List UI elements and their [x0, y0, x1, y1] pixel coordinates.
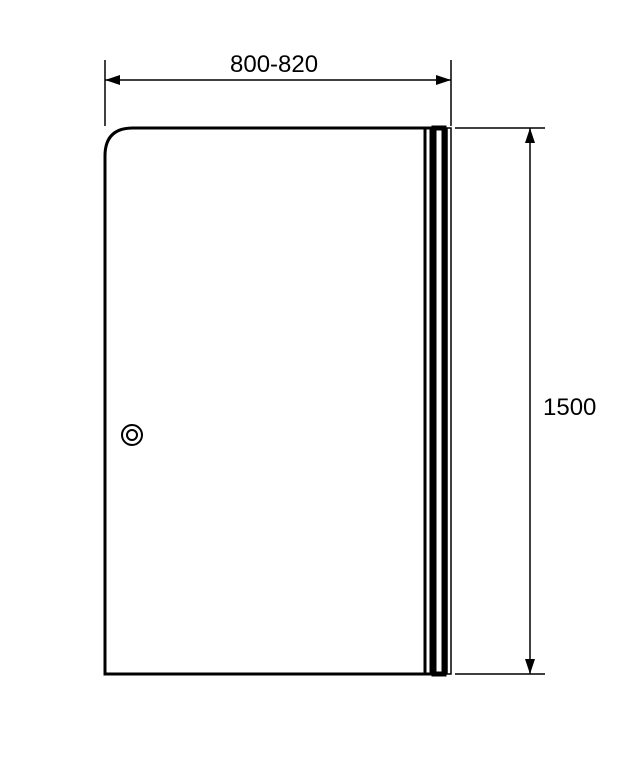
- dimension-width: 800-820: [105, 51, 451, 126]
- dimension-width-label: 800-820: [230, 51, 318, 78]
- hinge-profile: [425, 128, 451, 674]
- dimension-height-label: 1500: [543, 394, 596, 421]
- knob-icon: [122, 425, 142, 445]
- glass-panel: [105, 128, 425, 674]
- dimension-height: 1500: [455, 128, 596, 674]
